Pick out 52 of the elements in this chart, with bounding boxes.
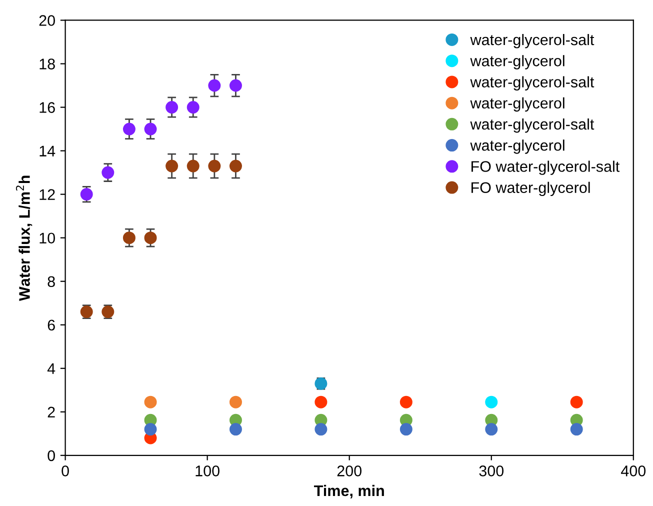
x-axis-title: Time, min: [314, 484, 384, 498]
point: [80, 188, 93, 201]
point: [144, 232, 157, 244]
legend-label: FO water-glycerol-salt: [472, 160, 620, 175]
y-axis-title: Water flux, L/m$^{2}$h: [16, 176, 32, 301]
legend-label: water-glycerol-salt: [470, 118, 594, 133]
point: [570, 396, 583, 408]
x-tick-label: 300: [479, 466, 504, 476]
y-tick-label: 2: [48, 406, 55, 418]
point: [144, 122, 157, 136]
y-tick-label: 14: [40, 146, 56, 156]
legend-label: water-glycerol: [470, 140, 564, 154]
legend-label: water-glycerol: [470, 97, 564, 112]
point: [485, 423, 498, 436]
point: [122, 232, 136, 244]
point: [144, 396, 157, 408]
legend-label: water-glycerol-salt: [470, 34, 594, 48]
y-tick-label: 0: [48, 450, 55, 462]
point: [144, 423, 157, 436]
point: [400, 396, 412, 408]
point: [314, 423, 328, 436]
point: [186, 101, 200, 114]
point: [400, 423, 412, 436]
y-tick-label: 20: [39, 15, 55, 26]
point: [102, 166, 114, 179]
y-tick-label: 8: [48, 276, 55, 288]
point: [186, 160, 200, 172]
point: [208, 160, 221, 172]
point: [570, 423, 583, 436]
legend-label: water-glycerol: [470, 55, 564, 70]
point: [314, 396, 328, 408]
point: [166, 101, 178, 114]
y-tick-label: 12: [40, 189, 55, 200]
point: [229, 79, 242, 92]
point: [229, 160, 242, 172]
point: [166, 160, 178, 172]
x-tick-label: 0: [62, 466, 69, 476]
point: [229, 396, 242, 408]
point: [208, 79, 221, 92]
y-tick-label: 10: [40, 232, 55, 244]
point: [122, 122, 136, 136]
y-tick-label: 4: [47, 363, 56, 374]
legend-label: water-glycerol-salt: [470, 76, 594, 90]
x-tick-label: 100: [196, 466, 220, 476]
y-tick-label: 6: [48, 320, 55, 331]
point: [485, 396, 498, 408]
legend-label: FO water-glycerol: [472, 182, 590, 196]
y-tick-label: 18: [40, 58, 55, 70]
x-tick-label: 400: [621, 466, 646, 476]
y-tick-label: 16: [40, 102, 55, 113]
point: [229, 423, 242, 436]
x-tick-label: 200: [337, 466, 362, 476]
